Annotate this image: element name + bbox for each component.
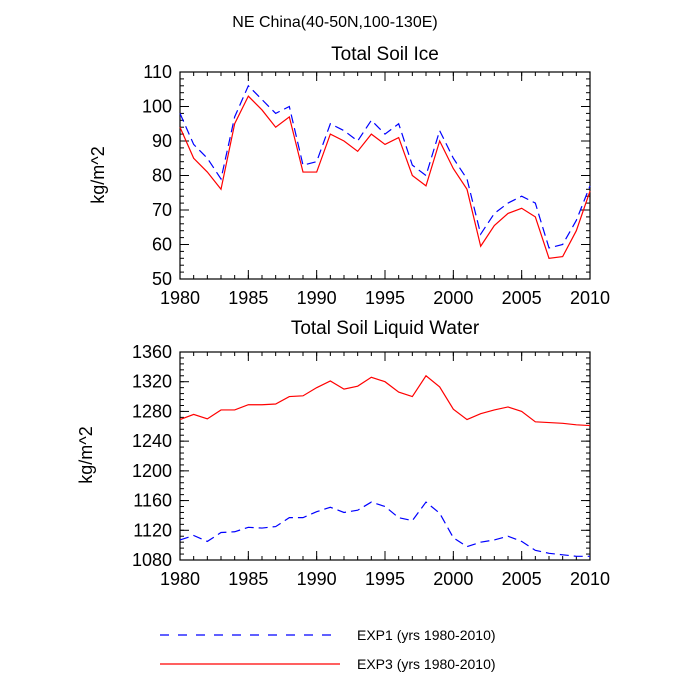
chart-title: Total Soil Liquid Water <box>291 318 480 339</box>
series-line-exp3 <box>179 374 591 427</box>
y-tick-label: 100 <box>142 97 172 117</box>
x-tick-label: 1985 <box>228 288 268 308</box>
y-axis-label: kg/m^2 <box>88 146 108 203</box>
panel-total-soil-liquid-water: Total Soil Liquid Water kg/m^2 1980 1985 1… <box>76 318 610 589</box>
x-tick-label: 1980 <box>160 288 200 308</box>
series-line-exp1 <box>179 501 590 557</box>
x-tick-label: 1995 <box>365 569 405 589</box>
x-tick-label: 2005 <box>502 288 542 308</box>
y-tick-label: 1280 <box>132 401 172 421</box>
x-tick-label: 2010 <box>570 288 610 308</box>
y-tick-label: 1320 <box>132 372 172 392</box>
y-tick-label: 1240 <box>132 431 172 451</box>
y-axis-label: kg/m^2 <box>76 426 96 483</box>
y-tick-label: 70 <box>152 200 172 220</box>
y-tick-label: 90 <box>152 131 172 151</box>
x-tick-label: 1995 <box>365 288 405 308</box>
plot-frame <box>179 71 591 280</box>
x-tick-label: 1990 <box>297 288 337 308</box>
y-tick-label: 1080 <box>132 550 172 570</box>
y-tick-label: 110 <box>143 62 172 82</box>
y-tick-label: 60 <box>152 235 172 255</box>
x-tick-label: 1990 <box>297 569 337 589</box>
series-line-exp3 <box>179 95 591 259</box>
y-tick-label: 1160 <box>133 491 172 511</box>
y-tick-label: 1360 <box>132 342 172 362</box>
x-tick-label: 2010 <box>570 569 610 589</box>
y-tick-label: 80 <box>152 166 172 186</box>
y-tick-label: 1120 <box>133 520 172 540</box>
figure-title: NE China(40-50N,100-130E) <box>232 14 437 31</box>
x-tick-label: 1980 <box>160 569 200 589</box>
y-tick-label: 50 <box>152 269 172 289</box>
panel-total-soil-ice: Total Soil Ice kg/m^2 1980 1985 1990 1995 20… <box>88 44 610 308</box>
x-tick-label: 1985 <box>228 569 268 589</box>
plot-frame <box>179 351 591 561</box>
legend-label-exp3: EXP3 (yrs 1980-2010) <box>357 656 496 672</box>
legend-label-exp1: EXP1 (yrs 1980-2010) <box>357 627 496 643</box>
y-tick-label: 1200 <box>132 461 172 481</box>
x-tick-label: 2000 <box>433 288 473 308</box>
series-line-exp1 <box>179 84 591 249</box>
chart-title: Total Soil Ice <box>331 44 439 65</box>
x-tick-label: 2005 <box>502 569 542 589</box>
legend: EXP1 (yrs 1980-2010) EXP3 (yrs 1980-2010… <box>160 627 496 672</box>
x-tick-label: 2000 <box>433 569 473 589</box>
